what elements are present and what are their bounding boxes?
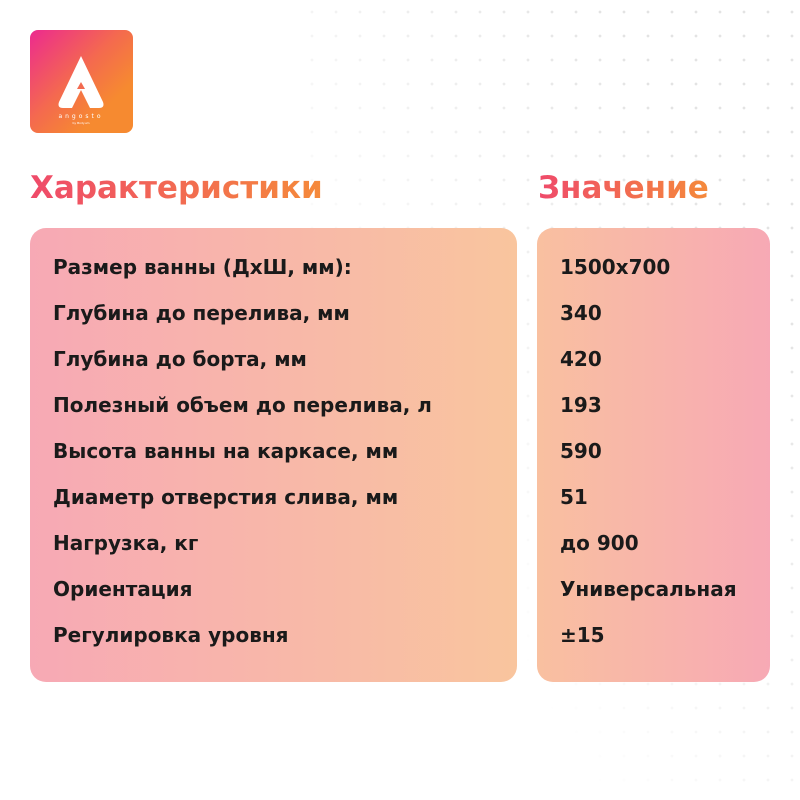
spec-name: Глубина до перелива, мм: [53, 301, 350, 325]
spec-value: Универсальная: [560, 577, 737, 601]
spec-value: 590: [560, 439, 602, 463]
values-panel: 1500х700 340 420 193 590 51 до 900 Униве…: [537, 228, 770, 682]
spec-value: 193: [560, 393, 602, 417]
spec-name: Диаметр отверстия слива, мм: [53, 485, 399, 509]
svg-text:by Bodyum: by Bodyum: [72, 121, 89, 125]
spec-value: 340: [560, 301, 602, 325]
spec-name: Высота ванны на каркасе, мм: [53, 439, 399, 463]
spec-name: Нагрузка, кг: [53, 531, 199, 555]
header-characteristics: Характеристики: [30, 170, 323, 206]
spec-value: 51: [560, 485, 588, 509]
svg-text:angosto: angosto: [58, 113, 103, 120]
brand-logo: angosto by Bodyum: [30, 30, 133, 133]
spec-name: Размер ванны (ДхШ, мм):: [53, 255, 352, 279]
spec-name: Регулировка уровня: [53, 623, 289, 647]
header-value: Значение: [538, 170, 709, 206]
spec-name: Ориентация: [53, 577, 193, 601]
spec-name: Полезный объем до перелива, л: [53, 393, 432, 417]
spec-value: 420: [560, 347, 602, 371]
spec-value: ±15: [560, 623, 605, 647]
spec-value: 1500х700: [560, 255, 671, 279]
spec-name: Глубина до борта, мм: [53, 347, 307, 371]
spec-value: до 900: [560, 531, 639, 555]
characteristics-panel: Размер ванны (ДхШ, мм): Глубина до перел…: [30, 228, 517, 682]
